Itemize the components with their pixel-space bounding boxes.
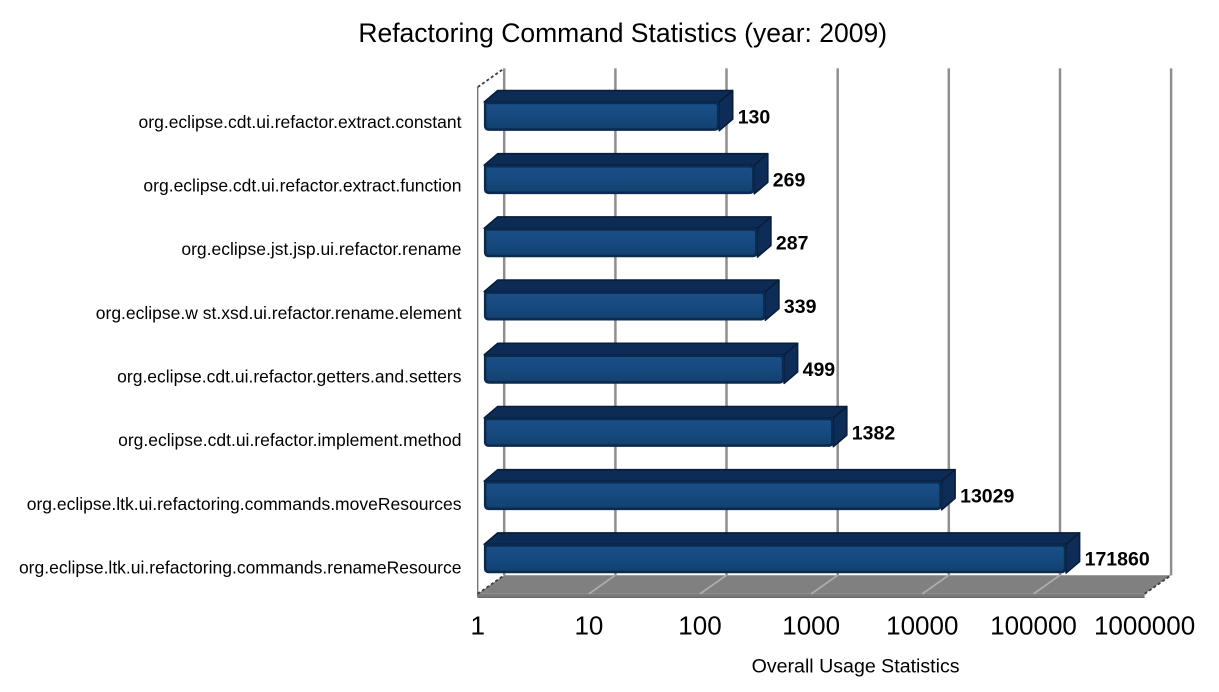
svg-text:Refactoring Command Statistics: Refactoring Command Statistics (year: 20… [358, 18, 887, 48]
svg-text:org.eclipse.ltk.ui.refactoring: org.eclipse.ltk.ui.refactoring.commands.… [19, 557, 462, 577]
svg-text:1382: 1382 [852, 422, 896, 444]
svg-text:499: 499 [803, 359, 836, 381]
svg-text:org.eclipse.cdt.ui.refactor.ge: org.eclipse.cdt.ui.refactor.getters.and.… [117, 366, 462, 386]
svg-text:130: 130 [738, 106, 771, 128]
svg-text:org.eclipse.jst.jsp.ui.refacto: org.eclipse.jst.jsp.ui.refactor.rename [181, 239, 461, 259]
svg-text:org.eclipse.cdt.ui.refactor.ex: org.eclipse.cdt.ui.refactor.extract.cons… [139, 112, 462, 132]
svg-text:171860: 171860 [1085, 549, 1150, 571]
svg-text:100000: 100000 [990, 611, 1077, 641]
svg-text:100: 100 [678, 611, 721, 641]
svg-text:339: 339 [784, 296, 817, 318]
svg-text:269: 269 [773, 170, 806, 192]
svg-text:10000: 10000 [886, 611, 958, 641]
svg-text:org.eclipse.cdt.ui.refactor.ex: org.eclipse.cdt.ui.refactor.extract.func… [143, 176, 461, 196]
svg-text:13029: 13029 [960, 486, 1014, 508]
svg-text:1000: 1000 [782, 611, 840, 641]
svg-text:Overall Usage Statistics: Overall Usage Statistics [752, 655, 960, 677]
svg-text:1000000: 1000000 [1094, 611, 1195, 641]
svg-text:org.eclipse.ltk.ui.refactoring: org.eclipse.ltk.ui.refactoring.commands.… [27, 494, 462, 514]
svg-text:org.eclipse.cdt.ui.refactor.im: org.eclipse.cdt.ui.refactor.implement.me… [118, 430, 461, 450]
svg-text:org.eclipse.w st.xsd.ui.refact: org.eclipse.w st.xsd.ui.refactor.rename.… [96, 303, 462, 323]
svg-text:1: 1 [470, 611, 484, 641]
svg-text:10: 10 [574, 611, 603, 641]
svg-text:287: 287 [776, 233, 809, 255]
